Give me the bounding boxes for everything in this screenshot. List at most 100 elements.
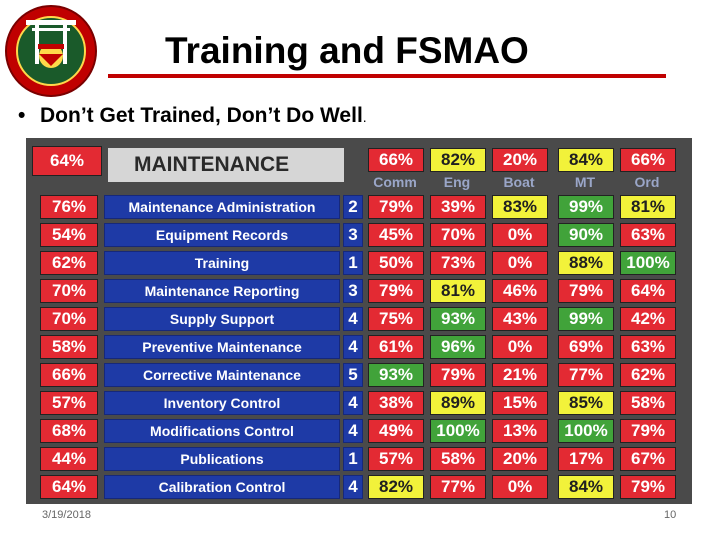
score-cell-eng: 93%	[430, 307, 486, 331]
score-cell-mt: 84%	[558, 475, 614, 499]
score-cell-boat: 0%	[492, 475, 548, 499]
category-label: Corrective Maintenance	[104, 363, 340, 387]
score-cell-comm: 75%	[368, 307, 424, 331]
row-score: 57%	[40, 391, 98, 415]
score-cell-boat: 0%	[492, 223, 548, 247]
score-cell-ord: 67%	[620, 447, 676, 471]
score-cell-eng: 81%	[430, 279, 486, 303]
row-score: 54%	[40, 223, 98, 247]
slide-title: Training and FSMAO	[165, 30, 529, 71]
score-cell-eng: 79%	[430, 363, 486, 387]
score-cell-mt: 100%	[558, 419, 614, 443]
overall-score: 64%	[32, 146, 102, 176]
score-cell-mt: 77%	[558, 363, 614, 387]
score-cell-eng: 39%	[430, 195, 486, 219]
score-cell-mt: 79%	[558, 279, 614, 303]
score-cell-eng: 96%	[430, 335, 486, 359]
category-label: Maintenance Administration	[104, 195, 340, 219]
category-label: Supply Support	[104, 307, 340, 331]
score-cell-mt: 88%	[558, 251, 614, 275]
row-score: 68%	[40, 419, 98, 443]
score-cell-ord: 42%	[620, 307, 676, 331]
score-cell-ord: 79%	[620, 419, 676, 443]
category-weight: 2	[343, 195, 363, 219]
score-cell-eng: 70%	[430, 223, 486, 247]
score-cell-mt: 85%	[558, 391, 614, 415]
category-label: Inventory Control	[104, 391, 340, 415]
score-cell-comm: 82%	[368, 475, 424, 499]
category-label: Calibration Control	[104, 475, 340, 499]
category-weight: 4	[343, 307, 363, 331]
score-cell-boat: 43%	[492, 307, 548, 331]
bullet-icon: •	[18, 104, 26, 127]
column-overall-comm: 66%	[368, 148, 424, 172]
score-cell-eng: 73%	[430, 251, 486, 275]
score-cell-boat: 15%	[492, 391, 548, 415]
category-weight: 3	[343, 279, 363, 303]
score-cell-ord: 81%	[620, 195, 676, 219]
score-cell-comm: 79%	[368, 195, 424, 219]
score-cell-boat: 20%	[492, 447, 548, 471]
score-cell-eng: 100%	[430, 419, 486, 443]
footer-date: 3/19/2018	[42, 509, 91, 521]
score-cell-comm: 45%	[368, 223, 424, 247]
column-header-comm: Comm	[373, 174, 417, 190]
category-label: Equipment Records	[104, 223, 340, 247]
score-cell-ord: 64%	[620, 279, 676, 303]
score-cell-ord: 63%	[620, 223, 676, 247]
score-cell-mt: 69%	[558, 335, 614, 359]
column-overall-mt: 84%	[558, 148, 614, 172]
category-weight: 4	[343, 475, 363, 499]
title-underline	[108, 74, 666, 78]
score-cell-comm: 61%	[368, 335, 424, 359]
score-cell-comm: 38%	[368, 391, 424, 415]
score-cell-ord: 62%	[620, 363, 676, 387]
column-header-eng: Eng	[443, 174, 471, 190]
score-cell-eng: 89%	[430, 391, 486, 415]
maintenance-heading: MAINTENANCE	[108, 148, 344, 182]
column-overall-ord: 66%	[620, 148, 676, 172]
category-label: Publications	[104, 447, 340, 471]
category-label: Maintenance Reporting	[104, 279, 340, 303]
category-weight: 3	[343, 223, 363, 247]
row-score: 58%	[40, 335, 98, 359]
score-cell-comm: 93%	[368, 363, 424, 387]
bullet-period: .	[362, 109, 367, 125]
score-cell-ord: 58%	[620, 391, 676, 415]
score-cell-eng: 58%	[430, 447, 486, 471]
row-score: 64%	[40, 475, 98, 499]
score-cell-boat: 21%	[492, 363, 548, 387]
score-cell-ord: 63%	[620, 335, 676, 359]
usmc-seal-icon	[4, 4, 98, 98]
score-cell-comm: 57%	[368, 447, 424, 471]
column-header-boat: Boat	[503, 174, 535, 190]
category-weight: 1	[343, 251, 363, 275]
score-cell-mt: 99%	[558, 195, 614, 219]
score-cell-comm: 50%	[368, 251, 424, 275]
score-cell-boat: 46%	[492, 279, 548, 303]
score-cell-mt: 99%	[558, 307, 614, 331]
row-score: 44%	[40, 447, 98, 471]
row-score: 66%	[40, 363, 98, 387]
column-overall-boat: 20%	[492, 148, 548, 172]
score-cell-boat: 0%	[492, 251, 548, 275]
bullet-text: Don’t Get Trained, Don’t Do Well	[40, 104, 363, 127]
score-cell-boat: 83%	[492, 195, 548, 219]
row-score: 62%	[40, 251, 98, 275]
column-header-mt: MT	[574, 174, 596, 190]
score-cell-mt: 17%	[558, 447, 614, 471]
score-cell-ord: 79%	[620, 475, 676, 499]
category-label: Preventive Maintenance	[104, 335, 340, 359]
category-weight: 4	[343, 335, 363, 359]
score-cell-mt: 90%	[558, 223, 614, 247]
page-number: 10	[664, 509, 677, 521]
score-cell-boat: 0%	[492, 335, 548, 359]
score-cell-comm: 79%	[368, 279, 424, 303]
row-score: 76%	[40, 195, 98, 219]
category-weight: 5	[343, 363, 363, 387]
score-cell-eng: 77%	[430, 475, 486, 499]
column-header-ord: Ord	[634, 174, 660, 190]
category-label: Modifications Control	[104, 419, 340, 443]
category-weight: 4	[343, 419, 363, 443]
score-cell-comm: 49%	[368, 419, 424, 443]
